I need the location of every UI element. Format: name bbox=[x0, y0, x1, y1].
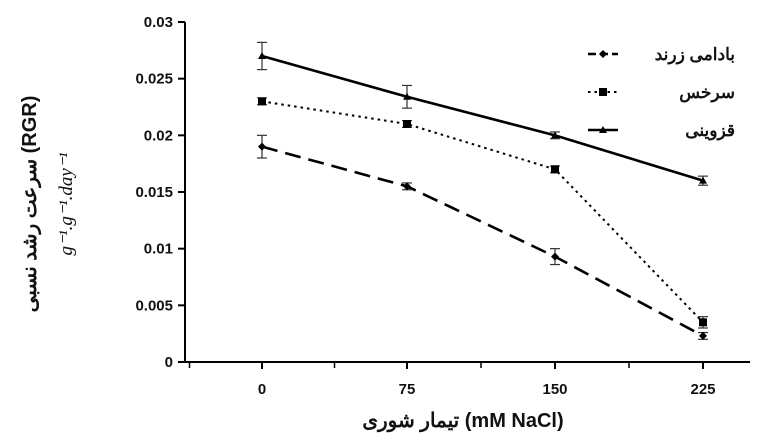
y-axis-unit: g⁻¹.g⁻¹.day⁻¹ bbox=[56, 152, 77, 255]
series-layer bbox=[257, 41, 708, 340]
data-point bbox=[699, 318, 707, 327]
x-axis-title: تیمار شوری (mM NaCl) bbox=[362, 410, 563, 433]
data-point bbox=[403, 92, 411, 100]
legend-swatch-marker bbox=[599, 88, 607, 96]
data-point bbox=[699, 331, 707, 340]
data-point bbox=[551, 131, 559, 139]
axis-ticks: 0 0.005 0.01 0.015 0.02 0.025 0.03 0 75 150 225 bbox=[135, 14, 715, 398]
x-tick-label: 150 bbox=[542, 381, 567, 398]
legend-label: سرخس bbox=[679, 83, 735, 103]
legend-label: بادامی زرند bbox=[655, 45, 735, 65]
series-line bbox=[261, 100, 704, 324]
data-point bbox=[258, 52, 266, 59]
series-0 bbox=[257, 134, 708, 340]
y-tick-label: 0.005 bbox=[135, 297, 173, 314]
y-tick-label: 0.025 bbox=[135, 71, 173, 88]
data-point bbox=[551, 165, 559, 174]
legend-label: قزوینی bbox=[685, 121, 735, 141]
y-tick-label: 0.01 bbox=[144, 241, 173, 258]
data-point bbox=[551, 252, 559, 261]
legend-swatch-marker bbox=[599, 50, 607, 58]
legend-entry-0: بادامی زرند bbox=[588, 45, 735, 65]
series-line bbox=[261, 54, 704, 182]
y-tick-label: 0.015 bbox=[135, 184, 173, 201]
x-tick-label: 0 bbox=[258, 381, 266, 398]
axes bbox=[184, 22, 750, 363]
legend-entry-1: سرخس bbox=[588, 83, 735, 103]
series-line bbox=[261, 145, 704, 338]
data-point bbox=[403, 182, 411, 191]
legend-entry-2: قزوینی bbox=[588, 121, 735, 141]
x-tick-label: 225 bbox=[690, 381, 715, 398]
x-tick-label: 75 bbox=[399, 381, 416, 398]
y-tick-label: 0 bbox=[165, 354, 173, 371]
legend: بادامی زرند سرخس قزوینی bbox=[588, 45, 735, 141]
y-axis-title: سرعت رشد نسبی (RGR) bbox=[19, 96, 42, 313]
data-point bbox=[258, 97, 266, 106]
data-point bbox=[699, 176, 707, 184]
series-1 bbox=[257, 97, 708, 329]
data-point bbox=[403, 120, 411, 128]
series-2 bbox=[257, 41, 708, 186]
data-point bbox=[258, 142, 266, 151]
y-tick-label: 0.03 bbox=[144, 14, 173, 31]
y-tick-label: 0.02 bbox=[144, 127, 173, 144]
legend-swatch-marker bbox=[599, 126, 607, 133]
